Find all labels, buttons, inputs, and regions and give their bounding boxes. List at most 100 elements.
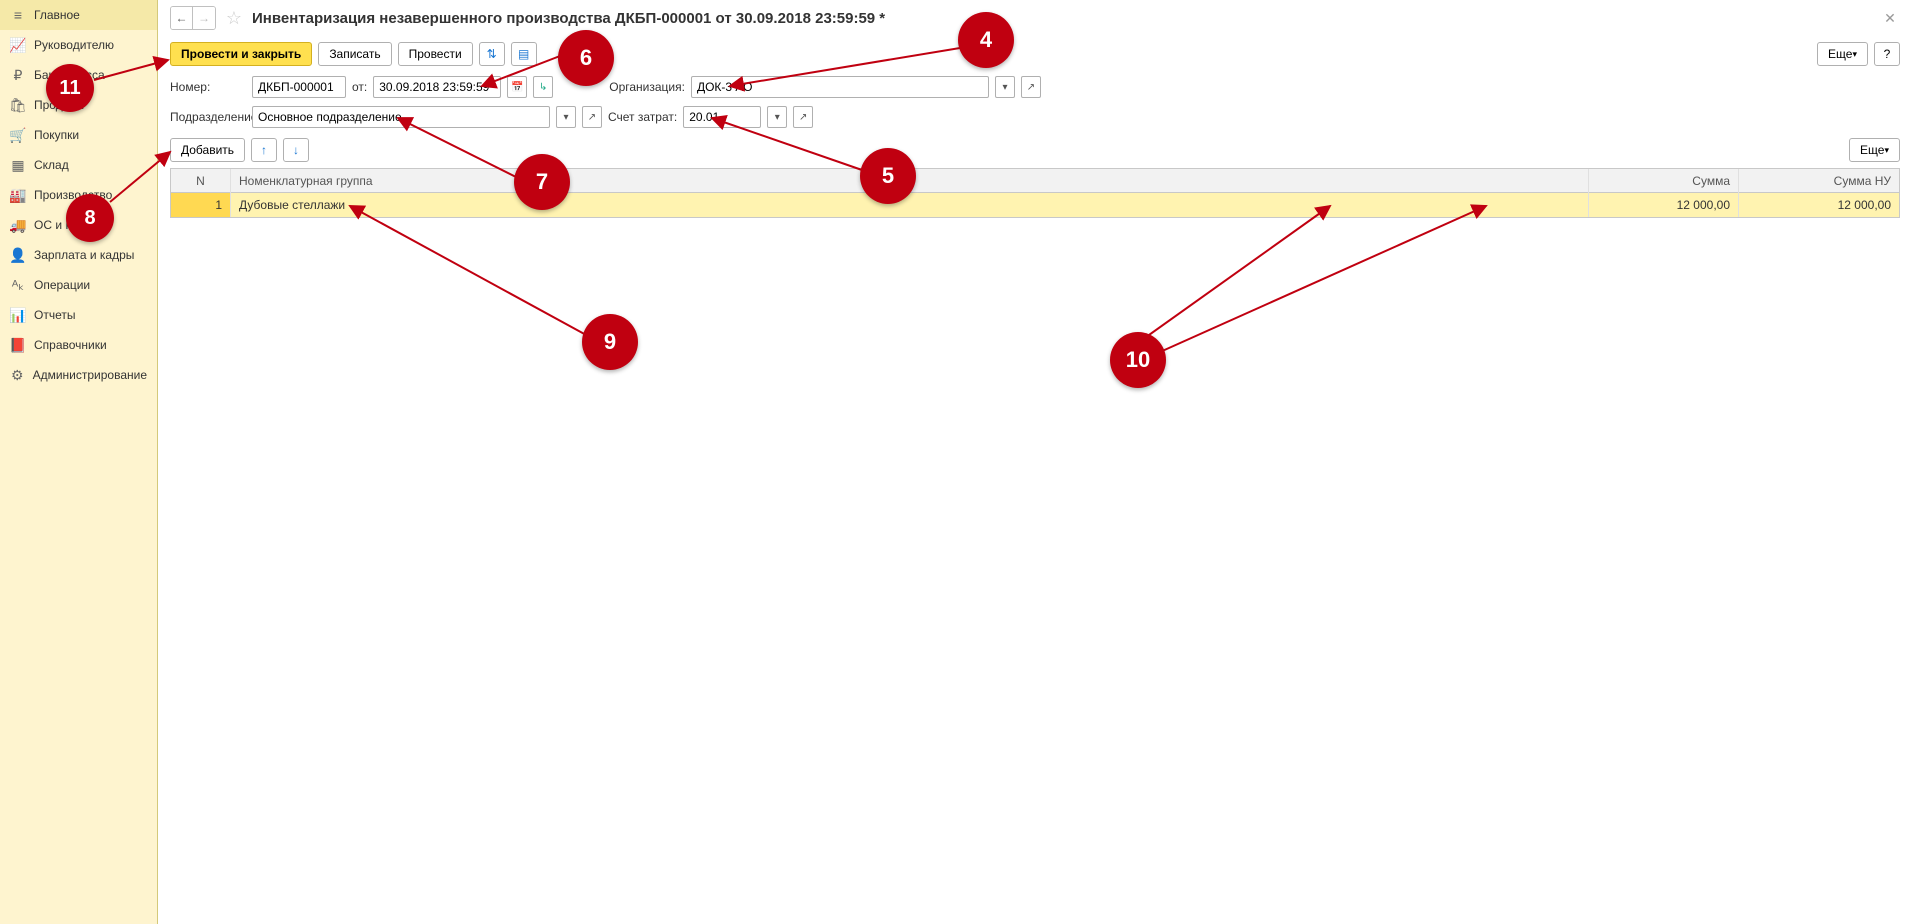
structure-icon: ▤ (518, 47, 529, 61)
sidebar-item-admin[interactable]: ⚙Администрирование (0, 360, 157, 390)
number-input[interactable] (252, 76, 346, 98)
open-icon: ↗ (799, 112, 807, 123)
org-open-button[interactable]: ↗ (1021, 76, 1041, 98)
arrow-up-icon: ↑ (261, 143, 267, 157)
nav-back-button[interactable]: ← (171, 7, 193, 29)
form-row-1: Номер: от: 📅 ↳ Организация: ▾ ↗ (158, 72, 1912, 102)
dep-input[interactable] (252, 106, 550, 128)
table-more-button[interactable]: Еще ▾ (1849, 138, 1900, 162)
sidebar-item-salary[interactable]: 👤 Зарплата и кадры (0, 240, 157, 270)
callout-5: 5 (860, 148, 916, 204)
favorite-star-icon[interactable]: ☆ (224, 8, 244, 28)
structure-button[interactable]: ▤ (511, 42, 537, 66)
bag-icon: 🛍 (10, 97, 26, 113)
calendar-button[interactable]: 📅 (507, 76, 527, 98)
titlebar: ← → ☆ Инвентаризация незавершенного прои… (158, 0, 1912, 36)
open-icon: ↗ (1027, 82, 1035, 93)
sidebar-item-label: Справочники (34, 338, 107, 352)
cell-n: 1 (171, 193, 231, 217)
col-header-sum[interactable]: Сумма (1589, 169, 1739, 193)
sidebar-item-label: Зарплата и кадры (34, 248, 134, 262)
move-down-button[interactable]: ↓ (283, 138, 309, 162)
sidebar-item-label: Главное (34, 8, 80, 22)
table-row[interactable]: 1 Дубовые стеллажи 12 000,00 12 000,00 (171, 193, 1899, 217)
org-label: Организация: (609, 80, 685, 94)
callout-6: 6 (558, 30, 614, 86)
sidebar-item-warehouse[interactable]: ▦ Склад (0, 150, 157, 180)
save-button[interactable]: Записать (318, 42, 391, 66)
nav-group: ← → (170, 6, 216, 30)
movements-button[interactable]: ⇅ (479, 42, 505, 66)
callout-4: 4 (958, 12, 1014, 68)
chevron-down-icon: ▾ (1884, 145, 1889, 156)
nav-forward-button[interactable]: → (193, 7, 215, 29)
sidebar-item-label: Склад (34, 158, 69, 172)
person-icon: 👤 (10, 247, 26, 263)
cart-icon: 🛒 (10, 127, 26, 143)
help-button[interactable]: ? (1874, 42, 1900, 66)
chevron-down-icon: ▾ (1002, 82, 1007, 93)
ruble-icon: ₽ (10, 67, 26, 83)
callout-10: 10 (1110, 332, 1166, 388)
sidebar-item-main[interactable]: ≡Главное (0, 0, 157, 30)
move-up-button[interactable]: ↑ (251, 138, 277, 162)
chart-icon: 📈 (10, 37, 26, 53)
grid-icon: ▦ (10, 157, 26, 173)
more-button[interactable]: Еще ▾ (1817, 42, 1868, 66)
chevron-down-icon: ▾ (775, 112, 780, 123)
sidebar-item-operations[interactable]: ᴬₖ Операции (0, 270, 157, 300)
post-button[interactable]: Провести (398, 42, 473, 66)
close-button[interactable]: ✕ (1880, 8, 1900, 28)
post-and-close-button[interactable]: Провести и закрыть (170, 42, 312, 66)
callout-11: 11 (46, 64, 94, 112)
toolbar: Провести и закрыть Записать Провести ⇅ ▤… (158, 36, 1912, 72)
sidebar-item-reports[interactable]: 📊 Отчеты (0, 300, 157, 330)
sidebar: ≡Главное 📈Руководителю ₽Банк и касса 🛍Пр… (0, 0, 158, 924)
col-header-n[interactable]: N (171, 169, 231, 193)
cell-nom: Дубовые стеллажи (231, 193, 1589, 217)
fill-date-button[interactable]: ↳ (533, 76, 553, 98)
chevron-down-icon: ▾ (1852, 49, 1857, 60)
factory-icon: 🏭 (10, 187, 26, 203)
dep-open-button[interactable]: ↗ (582, 106, 602, 128)
open-icon: ↗ (588, 112, 596, 123)
sidebar-item-label: Отчеты (34, 308, 75, 322)
number-label: Номер: (170, 80, 246, 94)
sidebar-item-label: Руководителю (34, 38, 114, 52)
gear-icon: ⚙ (10, 367, 25, 383)
table: N Номенклатурная группа Сумма Сумма НУ 1… (170, 168, 1900, 218)
sidebar-item-catalogs[interactable]: 📕 Справочники (0, 330, 157, 360)
date-input[interactable] (373, 76, 501, 98)
callout-9: 9 (582, 314, 638, 370)
sidebar-item-label: Покупки (34, 128, 79, 142)
sidebar-item-manager[interactable]: 📈 Руководителю (0, 30, 157, 60)
dep-dropdown-button[interactable]: ▾ (556, 106, 576, 128)
chevron-down-icon: ▾ (563, 112, 568, 123)
book-icon: 📕 (10, 337, 26, 353)
main-area: ← → ☆ Инвентаризация незавершенного прои… (158, 0, 1912, 924)
arrow-down-icon: ↓ (293, 143, 299, 157)
truck-icon: 🚚 (10, 217, 26, 233)
page-title: Инвентаризация незавершенного производст… (252, 10, 885, 27)
cell-sum: 12 000,00 (1589, 193, 1739, 217)
callout-8: 8 (66, 194, 114, 242)
callout-7: 7 (514, 154, 570, 210)
add-row-button[interactable]: Добавить (170, 138, 245, 162)
sidebar-item-label: Операции (34, 278, 90, 292)
acc-dropdown-button[interactable]: ▾ (767, 106, 787, 128)
dep-label: Подразделение затрат: (170, 111, 246, 123)
table-toolbar: Добавить ↑ ↓ Еще ▾ (158, 132, 1912, 168)
sidebar-item-purchases[interactable]: 🛒 Покупки (0, 120, 157, 150)
col-header-sumnu[interactable]: Сумма НУ (1739, 169, 1899, 193)
arrow-right-icon: ↳ (539, 82, 547, 93)
date-label: от: (352, 80, 367, 94)
operations-icon: ᴬₖ (10, 277, 26, 293)
acc-input[interactable] (683, 106, 761, 128)
org-input[interactable] (691, 76, 989, 98)
org-dropdown-button[interactable]: ▾ (995, 76, 1015, 98)
acc-label: Счет затрат: (608, 110, 677, 124)
form-row-2: Подразделение затрат: ▾ ↗ Счет затрат: ▾… (158, 102, 1912, 132)
acc-open-button[interactable]: ↗ (793, 106, 813, 128)
bars-icon: 📊 (10, 307, 26, 323)
cell-sumnu: 12 000,00 (1739, 193, 1899, 217)
